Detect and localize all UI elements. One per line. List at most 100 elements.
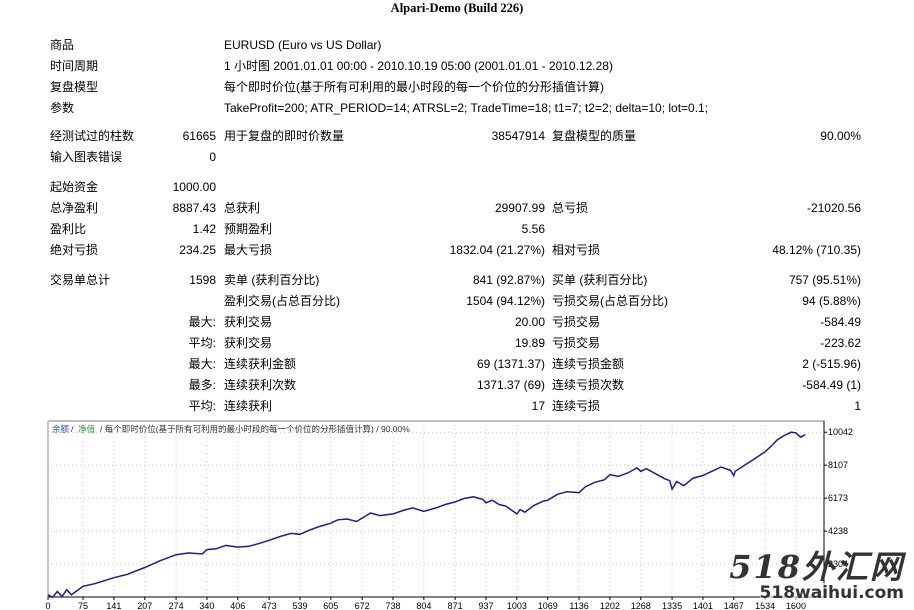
- max-consecutive-losses-label: 连续亏损金额: [552, 357, 625, 371]
- y-tick-label: 10042: [828, 427, 853, 437]
- profit-trades-label: 盈利交易(占总百分比): [224, 294, 340, 308]
- period-label: 时间周期: [50, 59, 99, 73]
- initial-deposit-label: 起始资金: [50, 180, 99, 194]
- loss-trades-label: 亏损交易(占总百分比): [552, 294, 668, 308]
- largest-prefix: 最大:: [188, 315, 216, 329]
- maximal-drawdown-label: 最大亏损: [224, 243, 273, 257]
- modelling-quality-label: 复盘模型的质量: [552, 129, 637, 143]
- model-value: 每个即时价位(基于所有可利用的最小时段的每一个价位的分形插值计算): [224, 80, 604, 94]
- average-prefix: 平均:: [188, 336, 216, 350]
- average-loss-value: -223.62: [820, 336, 861, 350]
- total-trades-label: 交易单总计: [50, 273, 111, 287]
- y-tick-label: 6173: [828, 493, 848, 503]
- legend-sep: /: [71, 424, 74, 434]
- absolute-drawdown-label: 绝对亏损: [50, 243, 99, 257]
- x-tick-label: 1534: [755, 601, 775, 610]
- avg-consecutive-wins-value: 17: [531, 399, 545, 413]
- x-tick-label: 804: [416, 601, 431, 610]
- bars-tested-label: 经测试过的柱数: [50, 129, 135, 143]
- legend-balance: 余额: [52, 424, 70, 434]
- long-positions-value: 757 (95.51%): [788, 273, 861, 287]
- x-tick-label: 1003: [507, 601, 527, 610]
- x-tick-label: 473: [262, 601, 277, 610]
- avg-consecutive-losses-value: 1: [854, 399, 861, 413]
- max-consecutive-losses-value: 2 (-515.96): [802, 357, 861, 371]
- symbol-value: EURUSD (Euro vs US Dollar): [224, 38, 382, 52]
- y-ticks: 10042 8107 6173 4238 2304: [824, 427, 853, 569]
- relative-drawdown-value: 48.12% (710.35): [772, 243, 861, 257]
- short-positions-label: 卖单 (获利百分比): [224, 273, 320, 287]
- x-tick-label: 605: [323, 601, 338, 610]
- ticks-modelled-label: 用于复盘的即时价数量: [224, 129, 345, 143]
- max-consecutive-wins-value: 69 (1371.37): [476, 357, 545, 371]
- x-tick-label: 1202: [600, 601, 620, 610]
- max-consecutive-wins-label: 连续获利金额: [224, 357, 297, 371]
- maximum-prefix: 最大:: [188, 357, 216, 371]
- x-tick-label: 539: [292, 601, 307, 610]
- average-loss-label: 亏损交易: [552, 336, 601, 350]
- x-ticks: 0 75 141 207 274 340 406 473 539 605 672 738 804 871 9…: [45, 597, 806, 610]
- y-tick-label: 8107: [828, 460, 848, 470]
- gross-profit-value: 29907.99: [494, 201, 545, 215]
- max-consecutive-profit-value: 1371.37 (69): [476, 378, 545, 392]
- x-tick-label: 1335: [662, 601, 682, 610]
- y-tick-label: 2304: [828, 559, 848, 569]
- x-tick-label: 871: [448, 601, 463, 610]
- x-tick-label: 340: [199, 601, 214, 610]
- x-tick-label: 406: [230, 601, 245, 610]
- relative-drawdown-label: 相对亏损: [552, 243, 601, 257]
- x-tick-label: 1467: [724, 601, 744, 610]
- bars-tested-value: 61665: [182, 129, 216, 143]
- x-tick-label: 738: [385, 601, 400, 610]
- absolute-drawdown-value: 234.25: [179, 243, 216, 257]
- profit-factor-value: 1.42: [192, 222, 216, 236]
- average-profit-label: 获利交易: [224, 336, 273, 350]
- loss-trades-value: 94 (5.88%): [802, 294, 861, 308]
- average2-prefix: 平均:: [188, 399, 216, 413]
- x-tick-label: 0: [45, 601, 50, 610]
- gross-profit-label: 总获利: [224, 201, 261, 215]
- largest-profit-value: 20.00: [514, 315, 545, 329]
- mismatched-errors-value: 0: [209, 150, 216, 164]
- watermark-logo: 518外汇网: [729, 548, 904, 586]
- model-label: 复盘模型: [50, 80, 99, 94]
- average-profit-value: 19.89: [514, 336, 545, 350]
- chart-grid: [47, 421, 824, 597]
- profit-factor-label: 盈利比: [50, 222, 87, 236]
- x-tick-label: 141: [106, 601, 121, 610]
- short-positions-value: 841 (92.87%): [472, 273, 545, 287]
- expected-payoff-label: 预期盈利: [224, 222, 273, 236]
- balance-line: [47, 431, 806, 599]
- x-tick-label: 937: [479, 601, 494, 610]
- y-tick-label: 4238: [828, 526, 848, 536]
- max-consecutive-loss-label: 连续亏损次数: [552, 378, 625, 392]
- x-tick-label: 207: [137, 601, 152, 610]
- params-label: 参数: [50, 101, 75, 115]
- largest-profit-label: 获利交易: [224, 315, 273, 329]
- modelling-quality-value: 90.00%: [820, 129, 861, 143]
- x-tick-label: 1268: [631, 601, 651, 610]
- net-profit-label: 总净盈利: [50, 201, 99, 215]
- gross-loss-label: 总亏损: [552, 201, 589, 215]
- params-value: TakeProfit=200; ATR_PERIOD=14; ATRSL=2; …: [224, 101, 709, 115]
- maximal-drawdown-value: 1832.04 (21.27%): [449, 243, 545, 257]
- max-consecutive-loss-value: -584.49 (1): [802, 378, 861, 392]
- legend-equity: 净值: [78, 424, 96, 434]
- x-tick-label: 1136: [569, 601, 588, 610]
- x-tick-label: 672: [355, 601, 370, 610]
- legend-description: / 每个即时价位(基于所有可利用的最小时段的每一个价位的分形插值计算) / 90…: [100, 424, 410, 434]
- largest-loss-label: 亏损交易: [552, 315, 601, 329]
- symbol-label: 商品: [50, 38, 75, 52]
- gross-loss-value: -21020.56: [806, 201, 861, 215]
- x-tick-label: 75: [78, 601, 88, 610]
- mismatched-errors-label: 输入图表错误: [50, 150, 123, 164]
- x-tick-label: 1401: [693, 601, 713, 610]
- x-tick-label: 274: [169, 601, 184, 610]
- profit-trades-value: 1504 (94.12%): [466, 294, 545, 308]
- max-consecutive-profit-label: 连续获利次数: [224, 378, 297, 392]
- x-tick-label: 1600: [786, 601, 806, 610]
- long-positions-label: 买单 (获利百分比): [552, 273, 648, 287]
- chart-frame: [47, 420, 825, 598]
- maximal-prefix: 最多:: [188, 378, 216, 392]
- avg-consecutive-wins-label: 连续获利: [224, 399, 273, 413]
